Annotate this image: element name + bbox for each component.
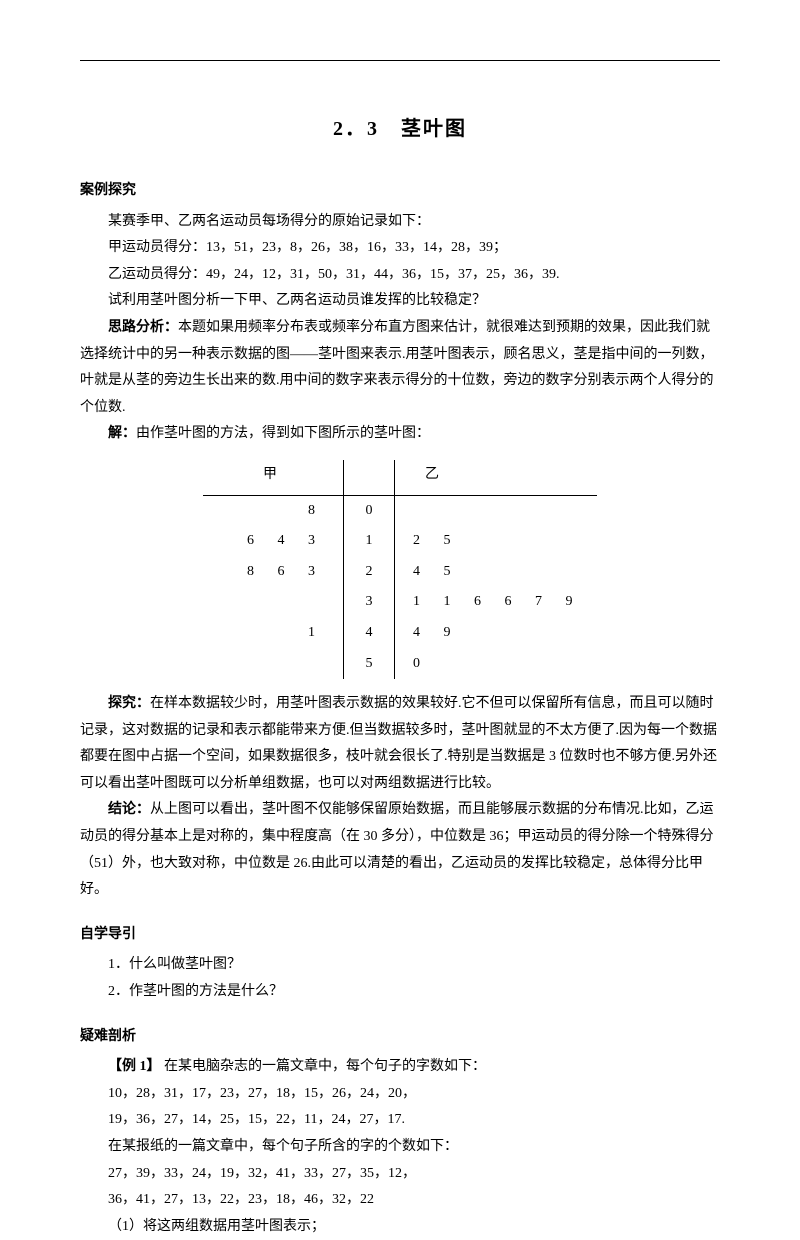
- stemleaf-table: 甲 乙 8 0 6 4 3 1 2 5 8 6 3 2 4 5 3: [203, 460, 597, 679]
- case-p4: 试利用茎叶图分析一下甲、乙两名运动员谁发挥的比较稳定？: [80, 288, 720, 315]
- subquestion: （1）将这两组数据用茎叶图表示；: [80, 1214, 720, 1240]
- stem: 1: [344, 526, 395, 557]
- leaf-right: 4 9: [395, 618, 598, 649]
- data-line: 在某报纸的一篇文章中，每个句子所含的字的个数如下：: [80, 1134, 720, 1161]
- stemleaf-row: 8 6 3 2 4 5: [203, 557, 597, 588]
- header-stem: [344, 460, 395, 495]
- top-rule: [80, 60, 720, 61]
- leaf-left: [203, 587, 344, 618]
- section-self-guide: 自学导引: [80, 922, 720, 949]
- page-title: 2．3 茎叶图: [80, 110, 720, 148]
- case-p3: 乙运动员得分：49，24，12，31，50，31，44，36，15，37，25，…: [80, 262, 720, 289]
- case-p2: 甲运动员得分：13，51，23，8，26，38，16，33，14，28，39；: [80, 235, 720, 262]
- stemleaf-header: 甲 乙: [203, 460, 597, 495]
- analysis-label: 思路分析：: [108, 320, 178, 335]
- section-case-study: 案例探究: [80, 178, 720, 205]
- conclusion-label: 结论：: [108, 802, 150, 817]
- self-guide-q1: 1．什么叫做茎叶图？: [80, 952, 720, 979]
- leaf-left: [203, 649, 344, 680]
- leaf-right: 0: [395, 649, 598, 680]
- self-guide-q2: 2．作茎叶图的方法是什么？: [80, 979, 720, 1006]
- leaf-right: 1 1 6 6 7 9: [395, 587, 598, 618]
- leaf-left: 1: [203, 618, 344, 649]
- conclusion-paragraph: 结论：从上图可以看出，茎叶图不仅能够保留原始数据，而且能够展示数据的分布情况.比…: [80, 797, 720, 903]
- analysis-paragraph: 思路分析：本题如果用频率分布表或频率分布直方图来估计，就很难达到预期的效果，因此…: [80, 315, 720, 421]
- leaf-right: 4 5: [395, 557, 598, 588]
- page: 2．3 茎叶图 案例探究 某赛季甲、乙两名运动员每场得分的原始记录如下： 甲运动…: [0, 0, 800, 1132]
- stem: 3: [344, 587, 395, 618]
- example-text: 在某电脑杂志的一篇文章中，每个句子的字数如下：: [161, 1059, 487, 1074]
- data-line: 10，28，31，17，23，27，18，15，26，24，20，: [80, 1081, 720, 1108]
- leaf-left: 8 6 3: [203, 557, 344, 588]
- difficulty-block: 【例 1】 在某电脑杂志的一篇文章中，每个句子的字数如下： 10，28，31，1…: [80, 1054, 720, 1240]
- solution-paragraph: 解：由作茎叶图的方法，得到如下图所示的茎叶图：: [80, 421, 720, 448]
- solution-text: 由作茎叶图的方法，得到如下图所示的茎叶图：: [136, 426, 430, 441]
- data-line: 19，36，27，14，25，15，22，11，24，27，17.: [80, 1107, 720, 1134]
- example-label: 【例 1】: [108, 1059, 161, 1074]
- data-line: 36，41，27，13，22，23，18，46，32，22: [80, 1187, 720, 1214]
- stemleaf-row: 1 4 4 9: [203, 618, 597, 649]
- stem: 4: [344, 618, 395, 649]
- leaf-right: [395, 495, 598, 526]
- stem: 0: [344, 495, 395, 526]
- stemleaf-plot: 甲 乙 8 0 6 4 3 1 2 5 8 6 3 2 4 5 3: [80, 460, 720, 679]
- stem: 2: [344, 557, 395, 588]
- data-line: 27，39，33，24，19，32，41，33，27，35，12，: [80, 1161, 720, 1188]
- header-right: 乙: [395, 460, 598, 495]
- header-left: 甲: [203, 460, 344, 495]
- explore-text: 在样本数据较少时，用茎叶图表示数据的效果较好.它不但可以保留所有信息，而且可以随…: [80, 696, 717, 791]
- stemleaf-row: 8 0: [203, 495, 597, 526]
- example-line: 【例 1】 在某电脑杂志的一篇文章中，每个句子的字数如下：: [80, 1054, 720, 1081]
- explore-paragraph: 探究：在样本数据较少时，用茎叶图表示数据的效果较好.它不但可以保留所有信息，而且…: [80, 691, 720, 797]
- leaf-left: 8: [203, 495, 344, 526]
- stem: 5: [344, 649, 395, 680]
- section-difficulty: 疑难剖析: [80, 1024, 720, 1051]
- stemleaf-row: 5 0: [203, 649, 597, 680]
- conclusion-text: 从上图可以看出，茎叶图不仅能够保留原始数据，而且能够展示数据的分布情况.比如，乙…: [80, 802, 714, 897]
- stemleaf-row: 6 4 3 1 2 5: [203, 526, 597, 557]
- case-p1: 某赛季甲、乙两名运动员每场得分的原始记录如下：: [80, 209, 720, 236]
- solution-label: 解：: [108, 426, 136, 441]
- explore-label: 探究：: [108, 696, 150, 711]
- leaf-left: 6 4 3: [203, 526, 344, 557]
- stemleaf-row: 3 1 1 6 6 7 9: [203, 587, 597, 618]
- leaf-right: 2 5: [395, 526, 598, 557]
- self-guide-list: 1．什么叫做茎叶图？ 2．作茎叶图的方法是什么？: [80, 952, 720, 1005]
